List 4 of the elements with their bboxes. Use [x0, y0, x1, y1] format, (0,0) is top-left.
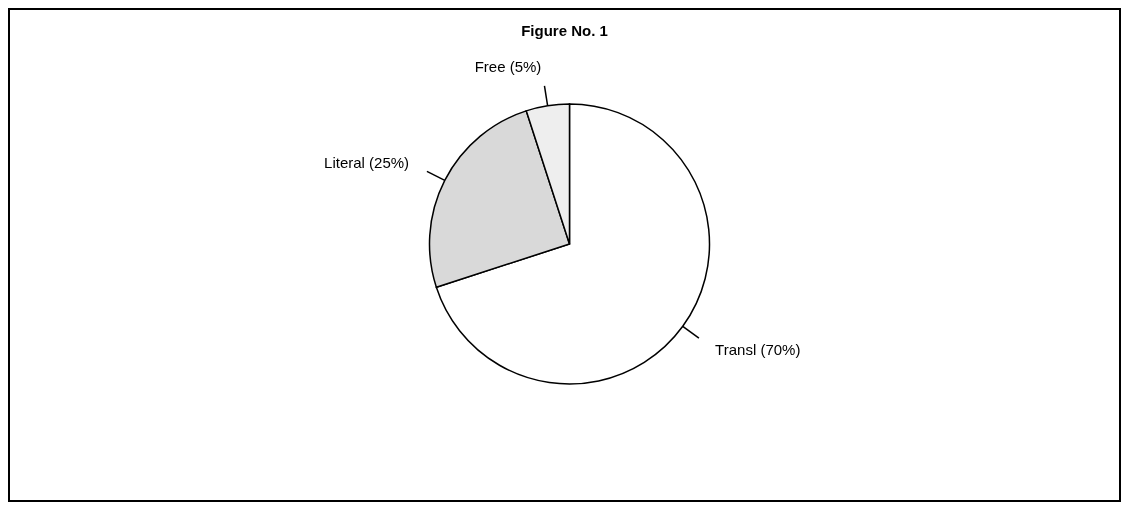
- chart-title: Figure No. 1: [520, 22, 609, 39]
- slice-label: Literal (25%): [324, 153, 410, 171]
- slice-label: Free (5%): [474, 57, 542, 75]
- slice-label: Transl (70%): [715, 341, 801, 359]
